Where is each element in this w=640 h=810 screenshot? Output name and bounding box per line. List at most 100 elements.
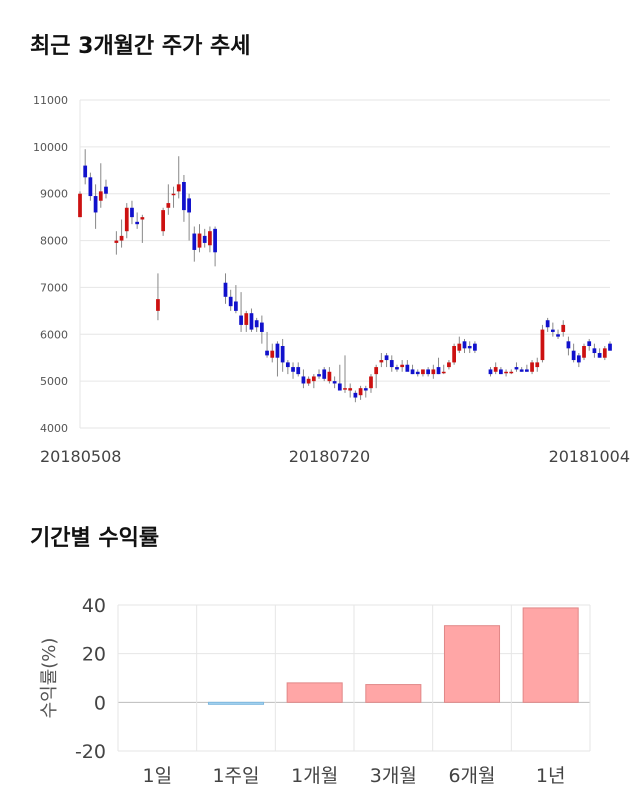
candle-body — [83, 165, 88, 178]
candle-body — [348, 388, 353, 391]
candlestick — [556, 329, 560, 339]
candle-body — [421, 369, 425, 375]
candle-body — [259, 322, 264, 332]
returns-y-axis: -20 0 20 40 — [75, 595, 106, 763]
returns-gridlines — [117, 604, 591, 752]
candlestick — [78, 191, 82, 218]
candlestick — [473, 341, 477, 354]
candlestick — [467, 341, 472, 354]
candlestick — [270, 343, 275, 363]
candle-body — [524, 369, 529, 372]
candlestick — [452, 343, 456, 365]
candlestick — [202, 228, 207, 248]
candlestick — [540, 324, 545, 363]
candle-body — [223, 282, 228, 297]
candle-body — [176, 184, 181, 192]
date-x-axis: 20180508 20180720 20181004 — [40, 447, 630, 466]
candlestick — [337, 364, 342, 391]
stock-price-chart: 4000 5000 6000 7000 8000 9000 10000 11000 20180… — [33, 94, 630, 466]
candlestick — [436, 357, 441, 375]
candlestick — [239, 292, 243, 332]
candlestick — [244, 310, 249, 332]
candlestick — [88, 172, 93, 201]
candlestick — [327, 367, 332, 384]
candlestick — [374, 364, 379, 389]
candle-body — [213, 228, 217, 253]
candlesticks — [78, 149, 612, 403]
candlestick — [311, 374, 316, 389]
returns-bars — [207, 607, 579, 705]
candle-body — [608, 343, 612, 351]
candlestick — [384, 353, 389, 368]
candlestick — [561, 320, 566, 337]
candle-body — [327, 371, 332, 382]
candlestick — [379, 353, 384, 368]
candlestick — [98, 163, 103, 208]
price-y-tick-label: 11000 — [33, 94, 68, 107]
price-y-tick-label: 7000 — [40, 281, 68, 294]
candlestick — [441, 364, 446, 375]
candlestick — [499, 367, 503, 375]
candle-body — [280, 346, 285, 363]
candlestick — [166, 184, 171, 215]
returns-chart-title: 기간별 수익률 — [30, 526, 160, 551]
candlestick — [400, 360, 405, 372]
candle-body — [535, 362, 540, 368]
candlestick — [395, 364, 399, 372]
candlestick — [296, 362, 301, 377]
candle-body — [98, 191, 103, 201]
candlestick — [161, 207, 166, 236]
candlestick — [182, 174, 186, 222]
date-tick-label: 20181004 — [549, 447, 630, 466]
candlestick — [410, 364, 415, 375]
candlestick — [234, 285, 238, 314]
candle-body — [208, 231, 212, 246]
price-y-tick-label: 6000 — [40, 328, 68, 341]
candlestick — [343, 355, 347, 393]
candlestick — [514, 362, 519, 372]
candlestick — [223, 273, 228, 304]
candle-body — [587, 341, 592, 346]
candlestick — [369, 374, 373, 393]
candlestick — [509, 369, 514, 375]
candle-body — [317, 374, 321, 377]
period-tick-label: 6개월 — [448, 765, 495, 787]
candlestick — [431, 364, 436, 379]
candle-body — [395, 367, 399, 370]
candlestick — [348, 383, 353, 398]
candle-body — [119, 235, 124, 241]
candlestick — [83, 149, 88, 185]
candle-body — [337, 383, 342, 391]
candlestick — [130, 200, 134, 225]
returns-y-axis-label: 수익률(%) — [39, 638, 60, 719]
price-y-tick-label: 5000 — [40, 375, 68, 388]
candlestick — [332, 376, 337, 389]
returns-bar — [522, 607, 579, 703]
candle-body — [363, 388, 368, 391]
candle-body — [369, 376, 373, 389]
candle-body — [462, 341, 467, 349]
candlestick — [301, 369, 306, 389]
candle-body — [343, 388, 347, 390]
candle-body — [592, 348, 597, 354]
candlestick — [291, 362, 295, 379]
candlestick — [462, 338, 467, 354]
period-tick-label: 1일 — [143, 765, 173, 787]
candle-body — [192, 233, 197, 250]
candle-body — [504, 371, 508, 374]
candlestick — [275, 341, 280, 377]
candle-body — [130, 207, 134, 218]
candle-body — [275, 343, 280, 358]
candle-body — [285, 362, 290, 368]
candlestick — [156, 273, 160, 321]
period-tick-label: 1주일 — [212, 765, 259, 787]
candlestick — [135, 212, 140, 229]
candle-body — [114, 240, 119, 243]
candle-body — [124, 207, 129, 232]
candle-body — [379, 360, 384, 363]
candlestick — [524, 364, 529, 372]
candlestick — [114, 231, 119, 255]
date-tick-label: 20180508 — [40, 447, 121, 466]
candle-body — [249, 313, 254, 330]
candle-body — [576, 355, 581, 363]
